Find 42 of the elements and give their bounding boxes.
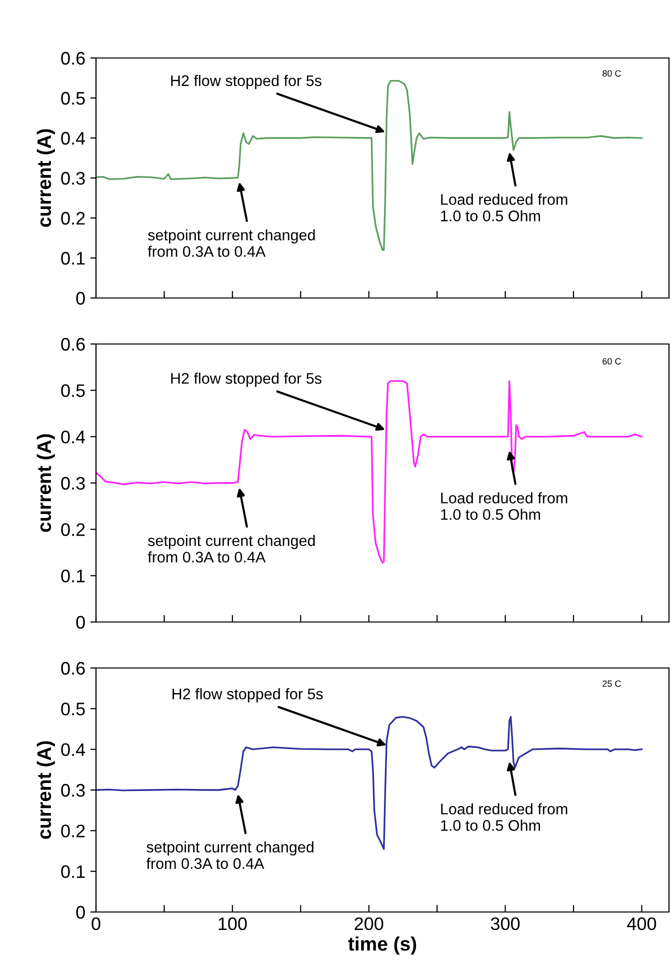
y-tick-label: 0.5 xyxy=(61,702,85,716)
annotation: 60 C xyxy=(602,358,621,365)
y-tick-label: 0.6 xyxy=(61,338,85,351)
y-tick-label: 0.3 xyxy=(61,172,85,185)
annotation: 25 C xyxy=(602,680,621,687)
y-tick-label: 0.1 xyxy=(61,570,85,582)
y-tick-label: 0.3 xyxy=(61,784,85,797)
y-tick-label: 0.1 xyxy=(61,252,85,265)
y-tick-label: 0.2 xyxy=(61,824,85,838)
y-tick-label: 0.2 xyxy=(61,523,85,536)
annotation: H2 flow stopped for 5s xyxy=(171,372,322,387)
annotation: setpoint current changed from 0.3A to 0.4A xyxy=(148,534,315,563)
x-tick-label: 400 xyxy=(627,917,656,930)
y-axis-title: current (A) xyxy=(36,741,55,839)
y-tick-label: 0 xyxy=(76,906,85,919)
annotation: H2 flow stopped for 5s xyxy=(172,688,323,702)
x-tick-label: 300 xyxy=(490,917,520,930)
y-tick-label: 0.4 xyxy=(61,743,86,756)
y-tick-label: 0.3 xyxy=(61,476,85,490)
y-tick-label: 0.5 xyxy=(61,384,85,398)
y-axis-title: current (A) xyxy=(36,434,55,532)
x-tick-label: 0 xyxy=(92,917,100,930)
annotation: H2 flow stopped for 5s xyxy=(171,74,322,90)
y-tick-label: 0.4 xyxy=(61,132,86,145)
y-tick-label: 0.1 xyxy=(61,865,85,878)
y-axis-title: current (A) xyxy=(36,129,55,227)
annotation: Load reduced from 1.0 to 0.5 Ohm xyxy=(441,194,568,222)
y-tick-label: 0.4 xyxy=(61,430,86,444)
y-tick-label: 0.5 xyxy=(61,92,85,105)
annotation: setpoint current changed from 0.3A to 0.4A xyxy=(148,229,315,257)
y-tick-label: 0 xyxy=(76,292,85,305)
y-tick-label: 0 xyxy=(76,616,85,629)
y-tick-label: 0.6 xyxy=(61,662,85,675)
x-tick-label: 100 xyxy=(218,917,247,930)
annotation: 80 C xyxy=(602,70,621,77)
annotation: setpoint current changed from 0.3A to 0.4A xyxy=(146,841,314,869)
annotation: Load reduced from 1.0 to 0.5 Ohm xyxy=(441,492,568,520)
y-tick-label: 0.2 xyxy=(61,212,85,225)
y-tick-label: 0.6 xyxy=(61,52,85,65)
x-axis-title: time (s) xyxy=(348,936,416,955)
annotation: Load reduced from 1.0 to 0.5 Ohm xyxy=(441,803,568,831)
x-tick-label: 200 xyxy=(354,917,384,930)
